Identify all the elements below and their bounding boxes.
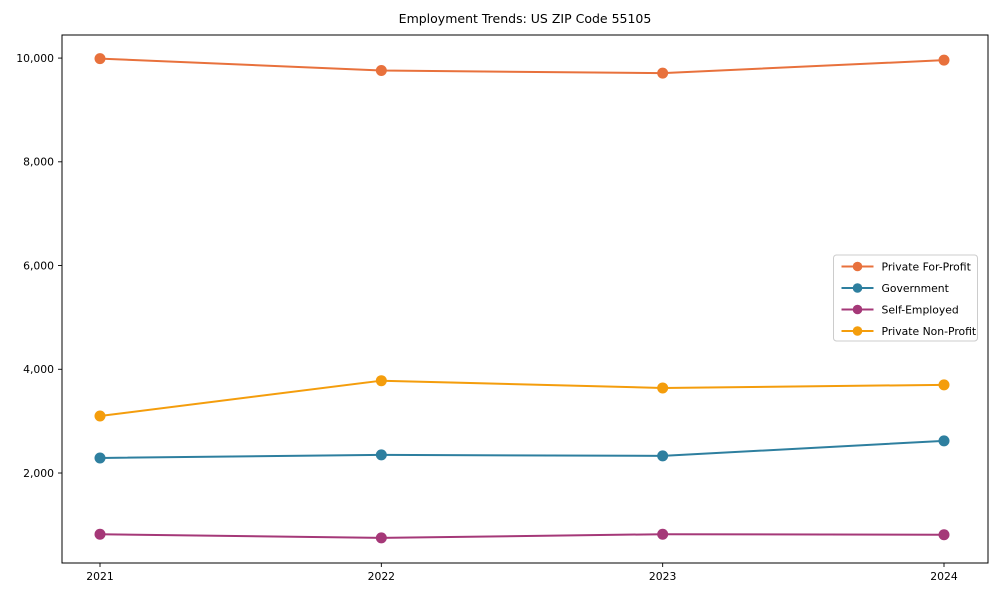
- series-line-private-non-profit: [99, 379, 945, 417]
- y-tick-label: 2,000: [23, 467, 54, 480]
- plot-frame: [61, 34, 989, 564]
- data-point-private-for-profit: [375, 65, 387, 77]
- x-tick-label: 2022: [368, 570, 395, 583]
- series-line-government: [99, 439, 945, 459]
- data-point-self-employed: [375, 532, 387, 544]
- legend-item-label: Self-Employed: [882, 303, 959, 316]
- y-tick-label: 4,000: [23, 363, 54, 376]
- data-point-government: [938, 435, 950, 447]
- x-tick-label: 2024: [930, 570, 958, 583]
- data-point-self-employed: [657, 528, 669, 540]
- data-point-private-non-profit: [375, 375, 387, 387]
- legend-box: [833, 254, 978, 342]
- data-point-government: [375, 449, 387, 461]
- legend: Private For-Profit Government Self-Employe…: [833, 254, 978, 342]
- x-tick-label: 2023: [649, 570, 676, 583]
- data-point-private-non-profit: [94, 410, 106, 422]
- data-point-self-employed: [938, 529, 950, 541]
- y-tick-label: 6,000: [23, 259, 54, 272]
- data-point-government: [94, 452, 106, 464]
- y-tick-label: 8,000: [23, 156, 54, 169]
- series-line-self-employed: [99, 533, 945, 539]
- legend-swatch-marker: [852, 304, 863, 315]
- data-point-government: [657, 450, 669, 462]
- data-point-private-for-profit: [938, 54, 950, 66]
- data-point-private-non-profit: [938, 379, 950, 391]
- chart-title: Employment Trends: US ZIP Code 55105: [399, 11, 652, 26]
- legend-swatch-marker: [852, 326, 863, 336]
- legend-item-label: Government: [882, 282, 949, 295]
- legend-swatch-marker: [852, 283, 863, 293]
- legend-swatch-marker: [852, 261, 863, 272]
- plot-area: 2,000 4,000 6,000 8,000 10,000 2021 2022 2023 20…: [16, 34, 989, 583]
- legend-item-label: Private Non-Profit: [882, 325, 977, 338]
- y-tick-label: 10,000: [16, 52, 54, 65]
- series-line-private-for-profit: [99, 57, 945, 75]
- data-point-self-employed: [94, 528, 106, 540]
- x-tick-label: 2021: [86, 570, 113, 583]
- data-point-private-for-profit: [657, 67, 669, 79]
- data-point-private-for-profit: [94, 53, 106, 65]
- data-point-private-non-profit: [657, 382, 669, 394]
- legend-item-label: Private For-Profit: [882, 260, 971, 273]
